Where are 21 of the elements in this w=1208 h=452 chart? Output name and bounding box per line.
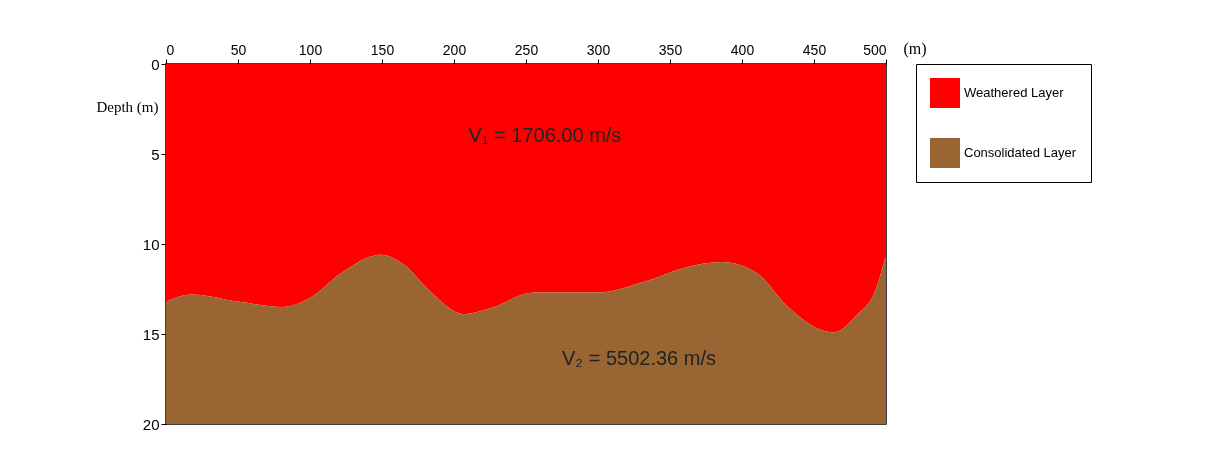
x-tick-label: 0 (166, 41, 175, 58)
x-axis-title: (m) (903, 39, 927, 58)
y-tick-label: 15 (142, 325, 160, 343)
y-axis-title: Depth (m) (96, 98, 159, 116)
annotation: V₂ = 5502.36 m/s (562, 347, 716, 370)
x-tick-label: 50 (230, 41, 247, 58)
legend-label: Consolidated Layer (964, 145, 1077, 160)
y-tick-label: 10 (142, 235, 160, 253)
x-tick-label: 450 (802, 41, 827, 58)
legend-label: Weathered Layer (964, 85, 1065, 100)
x-tick-label: 300 (586, 41, 611, 58)
x-tick-label: 150 (370, 41, 395, 58)
x-tick-label: 200 (442, 41, 467, 58)
x-tick-label: 100 (298, 41, 323, 58)
x-tick-label: 400 (730, 41, 755, 58)
x-tick-label: 350 (658, 41, 683, 58)
x-tick-label: 500 (863, 41, 887, 58)
y-tick-label: 20 (142, 415, 160, 433)
y-tick-label: 0 (151, 55, 160, 73)
x-tick-label: 250 (514, 41, 539, 58)
y-tick-label: 5 (151, 145, 160, 163)
